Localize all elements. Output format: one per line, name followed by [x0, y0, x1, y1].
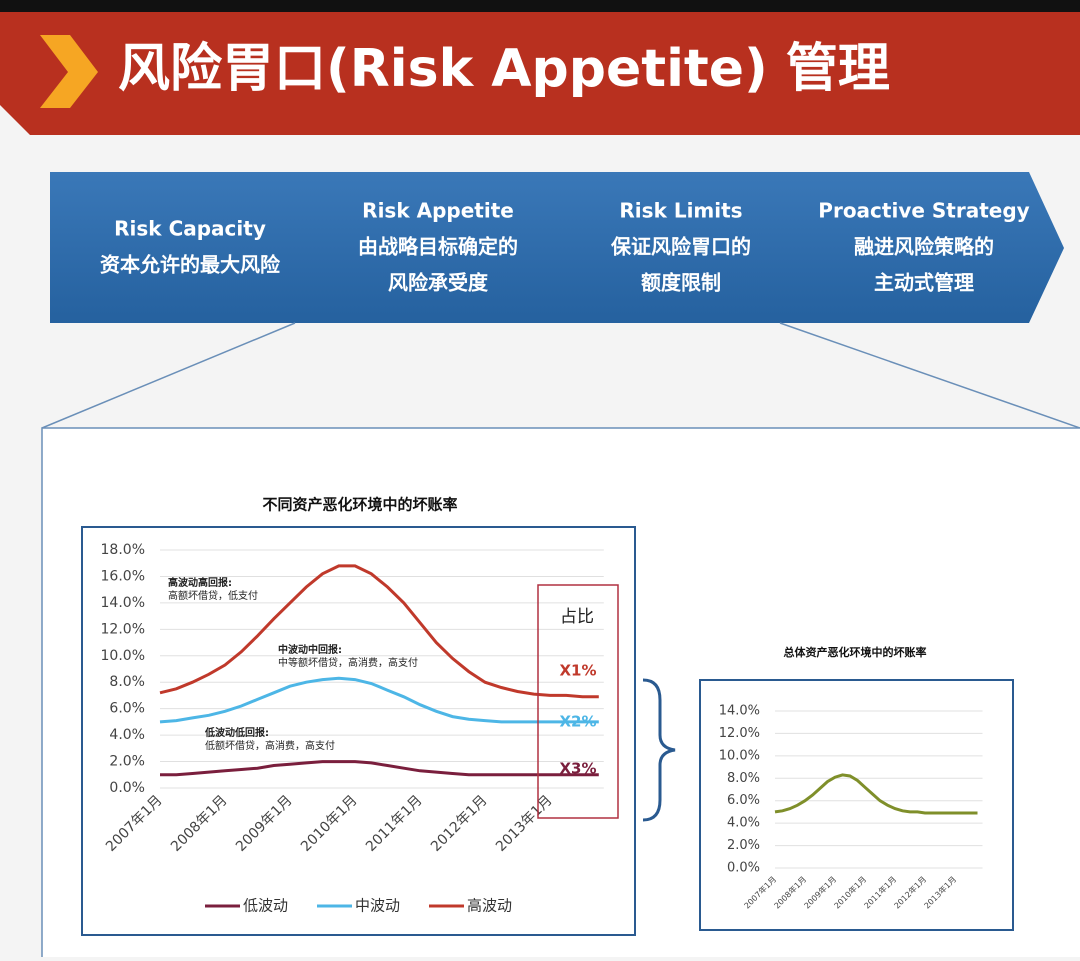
line-series [159, 676, 599, 724]
line-series [774, 773, 978, 815]
zoom-line [41, 322, 296, 429]
annotation: 低波动低回报: [204, 726, 269, 739]
step-text: 额度限制 [641, 271, 721, 295]
annotation: 低额坏借贷，高消费，高支付 [205, 739, 335, 752]
y-tick-label: 4.0% [727, 816, 760, 831]
step-text: 资本允许的最大风险 [100, 253, 281, 277]
legend-label: 低波动 [243, 897, 288, 915]
process-step [536, 172, 821, 323]
banner-arrow [40, 35, 98, 108]
step-text: 风险承受度 [388, 271, 489, 295]
charts: 不同资产恶化环境中的坏账率 0.0% 2.0% 4.0% 6.0% 8.0% 10.0% 12… [81, 496, 1014, 936]
annotation: 中等额坏借贷，高消费，高支付 [278, 656, 418, 669]
chart-frame [81, 526, 636, 936]
annotation: 高额坏借贷，低支付 [168, 589, 258, 602]
legend-label: 高波动 [467, 897, 512, 915]
y-tick-label: 8.0% [109, 674, 145, 690]
line-series [160, 760, 599, 777]
y-tick-label: 6.0% [727, 793, 760, 808]
y-tick-label: 8.0% [727, 771, 760, 786]
side-box-title: 占比 [560, 607, 594, 627]
step-text: 主动式管理 [874, 271, 974, 295]
y-tick-label: 12.0% [719, 726, 760, 741]
banner [0, 12, 1080, 135]
legend-label: 中波动 [355, 897, 400, 915]
process-step [50, 172, 335, 323]
step-text: 融进风险策略的 [854, 235, 994, 259]
step-title: Proactive Strategy [818, 199, 1029, 223]
side-box-item: X1% [559, 662, 596, 680]
process-step [779, 172, 1064, 323]
step-text: 由战略目标确定的 [358, 235, 518, 259]
y-tick-label: 0.0% [727, 861, 760, 876]
y-tick-label: 4.0% [109, 727, 145, 743]
y-tick-label: 10.0% [719, 748, 760, 763]
side-box-item: X3% [559, 760, 596, 778]
side-box [537, 584, 619, 819]
annotation: 高波动高回报: [168, 576, 232, 589]
step-text: 保证风险胃口的 [610, 235, 751, 259]
chart-title: 不同资产恶化环境中的坏账率 [262, 496, 457, 514]
chart-title: 总体资产恶化环境中的坏账率 [784, 645, 927, 659]
line-series [159, 564, 599, 699]
top-bar [0, 0, 1080, 12]
y-tick-label: 18.0% [101, 542, 145, 558]
process: Risk Capacity 资本允许的最大风险 Risk Appetite 由战略目标… [50, 172, 1064, 323]
side-box-item: X2% [559, 713, 596, 731]
y-tick-label: 0.0% [109, 780, 145, 796]
y-tick-label: 12.0% [101, 621, 145, 637]
y-tick-label: 6.0% [109, 701, 145, 717]
brace [642, 678, 676, 822]
y-tick-label: 16.0% [101, 568, 145, 584]
step-title: Risk Capacity [114, 217, 266, 241]
process-step [293, 172, 578, 323]
y-tick-label: 10.0% [101, 648, 145, 664]
step-title: Risk Appetite [362, 199, 514, 223]
slide-title: 风险胃口(Risk Appetite) 管理 [118, 39, 890, 99]
chart-frame [699, 679, 1014, 931]
y-tick-label: 2.0% [727, 838, 760, 853]
y-tick-label: 14.0% [101, 595, 145, 611]
step-title: Risk Limits [619, 199, 742, 223]
zoom-line [779, 322, 1080, 429]
annotation: 中波动中回报: [278, 643, 342, 656]
y-tick-label: 14.0% [719, 704, 760, 719]
y-tick-label: 2.0% [109, 754, 145, 770]
